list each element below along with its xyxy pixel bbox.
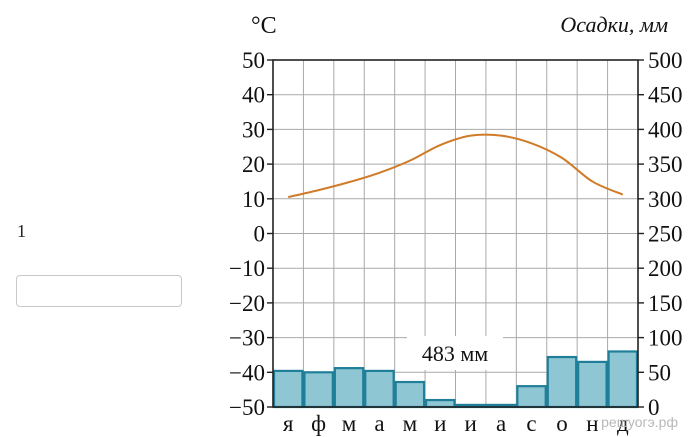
precipitation-tick-label: 150 [648, 291, 683, 316]
month-label: н [586, 411, 598, 436]
total-label-background [407, 336, 503, 370]
month-label: д [617, 411, 629, 436]
month-label: с [526, 411, 536, 436]
precipitation-bar [607, 350, 639, 409]
month-label: и [434, 411, 446, 436]
watermark: решуогэ.рф [601, 414, 678, 430]
temperature-tick-label: −20 [229, 291, 265, 316]
precipitation-tick-label: 300 [648, 187, 683, 212]
precipitation-tick-label: 500 [648, 48, 683, 73]
temperature-tick-label: 50 [242, 48, 265, 73]
temperature-tick-label: −30 [229, 326, 265, 351]
temperature-tick-label: 0 [254, 222, 266, 247]
precipitation-bar [577, 360, 608, 409]
precipitation-tick-label: 250 [648, 222, 683, 247]
temperature-axis: 50 40 30 20 10 0 −10 −20 −30 −40 −50 [229, 48, 273, 420]
precipitation-bar [546, 355, 578, 409]
temperature-tick-label: −50 [229, 395, 265, 420]
temperature-line [287, 133, 624, 199]
precipitation-bar [364, 369, 395, 409]
precipitation-tick-label: 0 [648, 395, 660, 420]
precipitation-bar [516, 385, 547, 409]
precipitation-bars [272, 350, 639, 409]
total-precipitation-label: 483 мм [422, 341, 488, 366]
precipitation-bar [394, 380, 426, 409]
temperature-tick-label: 30 [242, 117, 265, 142]
temperature-unit-label: °C [251, 13, 277, 39]
temperature-tick-label: 10 [242, 187, 265, 212]
question-number: 1 [17, 221, 26, 241]
precipitation-tick-label: 200 [648, 256, 683, 281]
precipitation-tick-label: 50 [648, 360, 671, 385]
answer-input[interactable] [16, 275, 182, 307]
precipitation-tick-label: 450 [648, 83, 683, 108]
temperature-tick-label: −40 [229, 360, 265, 385]
temperature-tick-label: 20 [242, 152, 265, 177]
precipitation-unit-label: Осадки, мм [560, 12, 668, 37]
precipitation-bar [272, 369, 304, 409]
temperature-tick-label: −10 [229, 256, 265, 281]
precipitation-tick-label: 400 [648, 117, 683, 142]
temperature-line-group [287, 133, 624, 199]
precipitation-bar [424, 398, 456, 409]
temperature-tick-label: 40 [242, 83, 265, 108]
month-label: и [465, 411, 477, 436]
month-label: я [283, 411, 294, 436]
month-label: м [342, 411, 357, 436]
month-label: а [374, 411, 384, 436]
precipitation-bar [303, 371, 334, 409]
month-label: ф [311, 411, 326, 436]
total-precipitation-callout: 483 мм [407, 336, 503, 370]
month-label: м [403, 411, 418, 436]
precipitation-bar [333, 367, 365, 409]
month-label: а [496, 411, 506, 436]
precipitation-tick-label: 350 [648, 152, 683, 177]
precipitation-tick-label: 100 [648, 326, 683, 351]
month-label: о [556, 411, 568, 436]
